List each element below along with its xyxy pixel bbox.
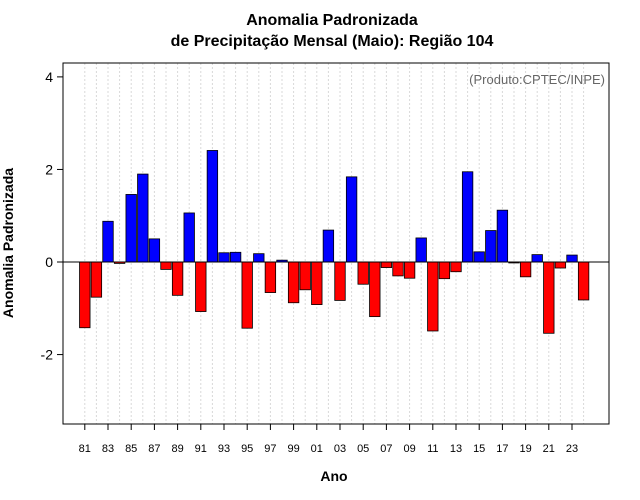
x-axis: 81 83 85 87 89 91 93 95 97 99 01 03 05 07 09 11 13 15 17 19…: [79, 424, 578, 455]
bar-19: [519, 261, 532, 278]
y-axis-label: Anomalia Padronizada: [0, 168, 16, 318]
bars: [79, 150, 590, 334]
xtick-label-15: 15: [473, 443, 485, 455]
xtick-label-91: 91: [195, 443, 207, 455]
grid-lines: [84, 63, 585, 424]
xtick-label-99: 99: [287, 443, 299, 455]
ytick-label-4: 4: [45, 69, 53, 85]
bar-15: [473, 251, 485, 263]
bar-89: [171, 261, 184, 296]
xtick-label-17: 17: [496, 443, 508, 455]
bar-07: [380, 261, 393, 268]
bar-93: [218, 252, 230, 263]
xtick-label-95: 95: [241, 443, 253, 455]
xtick-label-97: 97: [264, 443, 276, 455]
bar-12: [438, 261, 451, 280]
x-axis-label: Ano: [320, 468, 347, 484]
bar-00: [299, 261, 311, 291]
y-axis: -2 0 2 4: [41, 69, 63, 363]
bar-21: [543, 261, 555, 334]
bar-03: [334, 261, 346, 301]
xtick-label-85: 85: [125, 443, 137, 455]
bar-04: [345, 176, 358, 263]
xtick-label-09: 09: [403, 443, 415, 455]
xtick-label-93: 93: [218, 443, 230, 455]
bar-24: [577, 261, 590, 301]
bar-81: [79, 261, 91, 329]
bar-13: [450, 261, 462, 273]
bar-97: [264, 261, 277, 293]
bar-11: [427, 261, 439, 332]
bar-05: [357, 261, 369, 285]
bar-92: [206, 150, 219, 263]
bar-86: [137, 173, 149, 263]
bar-01: [311, 261, 323, 305]
bar-09: [403, 261, 416, 279]
bar-82: [90, 261, 103, 298]
bar-96: [253, 253, 265, 263]
bar-94: [229, 251, 242, 263]
bar-10: [415, 237, 427, 263]
xtick-label-03: 03: [334, 443, 346, 455]
xtick-label-81: 81: [79, 443, 91, 455]
ytick-label--2: -2: [41, 347, 54, 363]
bar-14: [461, 171, 474, 263]
chart-subtitle: de Precipitação Mensal (Maio): Região 10…: [171, 33, 494, 50]
bar-16: [485, 230, 497, 263]
bar-95: [241, 261, 253, 329]
bar-02: [322, 229, 335, 263]
bar-06: [369, 261, 381, 318]
bar-99: [287, 261, 300, 304]
xtick-label-83: 83: [102, 443, 114, 455]
plot-frame: [62, 62, 610, 425]
source-annotation: (Produto:CPTEC/INPE): [469, 72, 605, 87]
xtick-label-23: 23: [566, 443, 578, 455]
bar-91: [195, 261, 207, 312]
bar-87: [148, 238, 161, 263]
ytick-label-0: 0: [45, 254, 53, 270]
bar-83: [102, 220, 114, 263]
xtick-label-01: 01: [311, 443, 323, 455]
bar-08: [392, 261, 404, 277]
xtick-label-13: 13: [450, 443, 462, 455]
xtick-label-87: 87: [148, 443, 160, 455]
xtick-label-07: 07: [380, 443, 392, 455]
xtick-label-11: 11: [427, 443, 438, 455]
bar-23: [566, 254, 578, 263]
bar-17: [496, 209, 509, 263]
bar-90: [183, 212, 195, 263]
bar-20: [531, 254, 543, 263]
xtick-label-19: 19: [519, 443, 531, 455]
xtick-label-21: 21: [543, 443, 555, 455]
xtick-label-05: 05: [357, 443, 369, 455]
bar-22: [554, 261, 567, 269]
ytick-label-2: 2: [45, 161, 53, 177]
bar-88: [160, 261, 172, 270]
bar-85: [125, 194, 137, 263]
chart-title: Anomalia Padronizada: [246, 12, 418, 29]
xtick-label-89: 89: [171, 443, 183, 455]
